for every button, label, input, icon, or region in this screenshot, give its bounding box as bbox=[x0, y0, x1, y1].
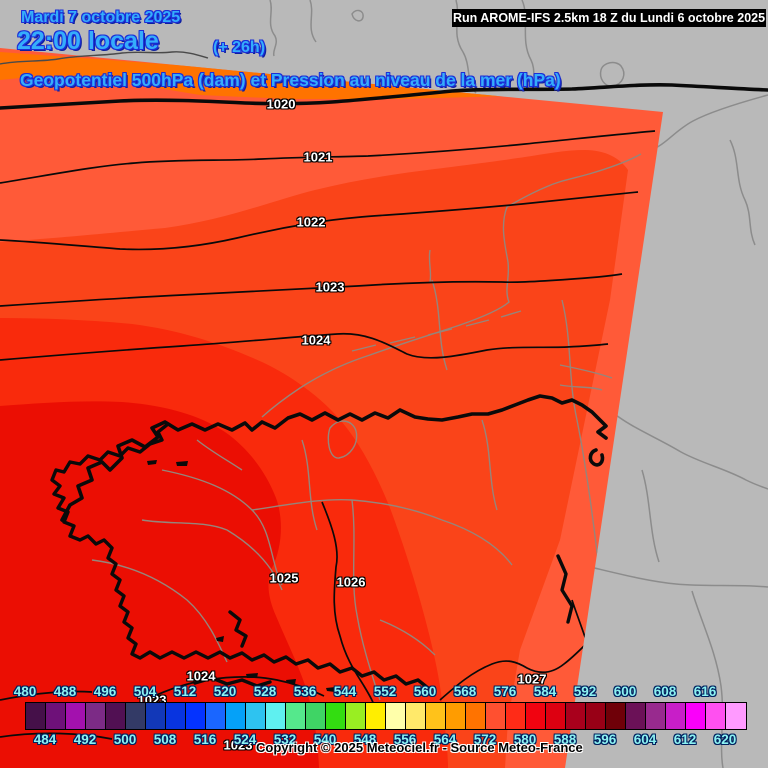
country-borders-gray bbox=[269, 0, 768, 768]
copyright-label: Copyright © 2025 Meteociel.fr - Source M… bbox=[256, 740, 583, 755]
isobar-label-1023-9: 1023 bbox=[137, 692, 167, 708]
isobar-label-1023-3: 1023 bbox=[315, 279, 345, 295]
contour-complex-thick bbox=[50, 422, 574, 690]
isobar-label-1027-7: 1027 bbox=[517, 671, 547, 687]
parameter-subtitle: Geopotentiel 500hPa (dam) et Pression au… bbox=[20, 70, 561, 90]
isobar-label-1022-2: 1022 bbox=[296, 214, 326, 230]
model-run-banner: Run AROME-IFS 2.5km 18 Z du Lundi 6 octo… bbox=[452, 9, 766, 27]
date-label: Mardi 7 octobre 2025 bbox=[21, 9, 181, 26]
isobar-label-1025-5: 1025 bbox=[269, 570, 299, 586]
time-label: 22:00 locale bbox=[17, 27, 159, 55]
isobars-thin bbox=[0, 130, 656, 740]
isobar-label-1020-0: 1020 bbox=[266, 96, 296, 112]
isobar-label-1024-4: 1024 bbox=[301, 332, 331, 348]
isobar-label-1021-1: 1021 bbox=[303, 149, 333, 165]
forecast-offset-label: (+ 26h) bbox=[213, 39, 266, 56]
england-coast bbox=[0, 51, 209, 65]
isobars-thick bbox=[0, 83, 768, 522]
isobar-label-1026-6: 1026 bbox=[336, 574, 366, 590]
isobar-label-1023-10: 1023 bbox=[223, 737, 253, 753]
island-blobs bbox=[147, 460, 336, 692]
isobar-label-1024-8: 1024 bbox=[186, 668, 216, 684]
fill-orange-strip bbox=[0, 52, 530, 99]
